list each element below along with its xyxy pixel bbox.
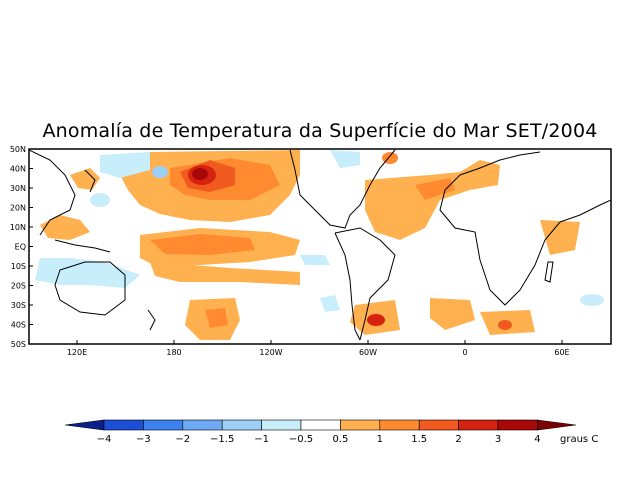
anomaly-south-pacific-warm-mid — [205, 308, 228, 328]
anomaly-falklands-core — [367, 314, 385, 326]
anomaly-japan-warm — [70, 168, 100, 190]
lon-label-60e: 60E — [554, 348, 569, 357]
colorbar-swatch-0 — [64, 419, 105, 431]
colorbar-label-2: −2 — [175, 434, 190, 445]
lon-label-60w: 60W — [359, 348, 377, 357]
colorbar-swatch-9 — [418, 419, 459, 431]
anomaly-asia-cold-core — [152, 166, 168, 178]
lat-label-10s: 10S — [11, 262, 26, 271]
colorbar-label-11: 4 — [534, 434, 540, 445]
lat-label-10n: 10N — [10, 223, 26, 232]
coast-new-zealand — [147, 309, 156, 331]
coastlines — [29, 149, 611, 341]
anomaly-atlantic-cold — [330, 150, 360, 168]
anomaly-asia-cold — [100, 152, 150, 178]
colorbar-swatch-1 — [103, 419, 144, 431]
lon-axis: 120E 180 120W 60W 0 60E — [67, 340, 570, 357]
lat-label-30s: 30S — [11, 301, 26, 310]
colorbar-label-9: 2 — [455, 434, 461, 445]
anomaly-south-indian-core — [498, 320, 512, 330]
coast-africa — [439, 174, 561, 306]
coast-australia — [54, 261, 126, 316]
coast-north-america — [289, 149, 396, 229]
coast-south-america — [334, 227, 396, 341]
anomaly-north-atlantic-warm — [365, 160, 500, 240]
coast-south-america-west — [334, 232, 361, 341]
colorbar: −4 −3 −2 −1.5 −1 −0.5 0.5 1 1.5 2 3 4 — [64, 419, 577, 445]
lat-label-eq: EQ — [15, 243, 26, 252]
lon-label-120e: 120E — [67, 348, 87, 357]
coast-madagascar — [544, 261, 554, 283]
colorbar-label-7: 1 — [377, 434, 383, 445]
colorbar-label-1: −3 — [136, 434, 151, 445]
colorbar-swatch-8 — [379, 419, 420, 431]
colorbar-swatch-10 — [458, 419, 499, 431]
colorbar-label-10: 3 — [495, 434, 501, 445]
coast-japan — [84, 169, 96, 193]
lat-label-50s: 50S — [11, 340, 26, 349]
colorbar-swatch-4 — [221, 419, 262, 431]
anomaly-north-atlantic-mid — [415, 178, 455, 200]
lat-label-40s: 40S — [11, 321, 26, 330]
map-title: Anomalía de Temperatura da Superfície do… — [42, 120, 598, 142]
anomaly-south-pacific-cold — [320, 295, 340, 312]
coast-indonesia — [54, 239, 111, 253]
lat-label-20s: 20S — [11, 282, 26, 291]
anomaly-fields — [35, 150, 604, 340]
lat-label-30n: 30N — [10, 184, 26, 193]
colorbar-swatch-11 — [497, 419, 538, 431]
colorbar-swatch-12 — [537, 419, 577, 431]
colorbar-unit-label: graus C — [560, 434, 599, 445]
coast-asia — [559, 199, 611, 223]
colorbar-label-8: 1.5 — [411, 434, 427, 445]
anomaly-south-pacific-cold-2 — [300, 255, 330, 265]
coast-east-asia — [29, 149, 76, 236]
colorbar-label-5: −0.5 — [289, 434, 313, 445]
lon-label-0: 0 — [462, 348, 467, 357]
colorbar-swatch-6 — [300, 419, 341, 431]
anomaly-north-pacific-peak — [192, 168, 208, 180]
colorbar-swatch-7 — [340, 419, 381, 431]
anomaly-pacific-band-south — [150, 262, 300, 285]
anomaly-arabian-warm — [540, 220, 580, 255]
colorbar-swatch-3 — [182, 419, 223, 431]
colorbar-label-6: 0.5 — [332, 434, 348, 445]
coast-europe — [459, 151, 541, 176]
lat-label-40n: 40N — [10, 165, 26, 174]
lat-label-20n: 20N — [10, 204, 26, 213]
lon-label-120w: 120W — [259, 348, 282, 357]
lon-label-180: 180 — [166, 348, 181, 357]
anomaly-kuroshio-cold — [90, 193, 110, 207]
lat-label-50n: 50N — [10, 145, 26, 154]
colorbar-label-3: −1.5 — [210, 434, 234, 445]
colorbar-swatch-5 — [261, 419, 302, 431]
colorbar-label-0: −4 — [97, 434, 112, 445]
lat-axis: 50N 40N 30N 20N 10N EQ 10S 20S 30S 40S 5… — [10, 145, 33, 349]
colorbar-label-4: −1 — [254, 434, 269, 445]
anomaly-equatorial-pacific-mid — [150, 234, 255, 255]
colorbar-swatch-2 — [143, 419, 184, 431]
anomaly-indian-cold — [580, 294, 604, 306]
anomaly-south-indian-warm — [430, 298, 475, 330]
anomaly-west-pacific-warm — [40, 215, 90, 240]
